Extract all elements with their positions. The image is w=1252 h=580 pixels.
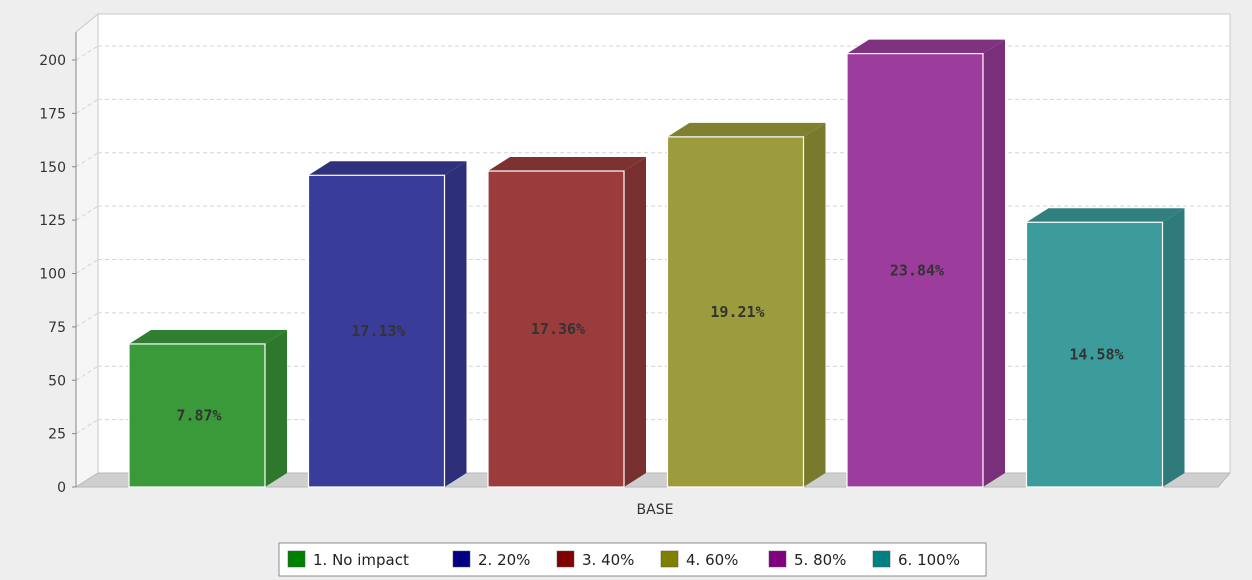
gridline-side [75, 98, 99, 114]
gridline-side [75, 152, 99, 168]
legend-label: 6. 100% [898, 551, 960, 569]
legend-label: 1. No impact [313, 551, 409, 569]
y-axis: 0 25 50 75 100 125 150 175 200 [39, 32, 77, 496]
legend-item: 1. No impact [287, 550, 409, 569]
gridline-side [75, 45, 99, 61]
y-tick-label: 25 [48, 427, 66, 443]
legend-label: 2. 20% [478, 551, 530, 569]
bar-front [128, 343, 266, 488]
gridline-side [75, 312, 99, 328]
bar-front [666, 136, 805, 488]
y-tick-label: 125 [39, 213, 66, 229]
data-label: 7.87% [176, 406, 221, 424]
gridline-side [75, 365, 99, 381]
legend: 1. No impact 2. 20% 3. 40% 4. 60% 5. 80% 6. 1… [278, 542, 987, 577]
y-tick-label: 200 [39, 53, 66, 69]
data-label: 17.36% [531, 320, 585, 338]
legend-swatch [556, 550, 575, 568]
bar-front [487, 170, 625, 488]
bar-2: 17.13% [307, 161, 467, 488]
legend-swatch [287, 550, 306, 568]
data-label: 17.13% [351, 322, 405, 340]
data-label: 19.21% [710, 303, 764, 321]
legend-item: 4. 60% [660, 550, 738, 569]
y-tick-label: 175 [39, 106, 66, 122]
legend-label: 3. 40% [582, 551, 634, 569]
y-tick-label: 100 [39, 267, 66, 283]
bar-top [667, 122, 826, 137]
y-tick-label: 0 [57, 480, 66, 496]
bar-4: 19.21% [666, 122, 826, 488]
bar-side [444, 161, 467, 488]
bar-6: 14.58% [1025, 208, 1185, 488]
legend-swatch [768, 550, 787, 568]
gridline-side [75, 419, 99, 435]
legend-label: 4. 60% [686, 551, 738, 569]
bar-top [129, 329, 287, 344]
bar-3: 17.36% [487, 157, 646, 488]
bar-front [846, 52, 984, 488]
bar-top [1026, 208, 1185, 223]
bar-top [847, 39, 1005, 54]
y-tick-label: 150 [39, 160, 66, 176]
x-axis: BASE [637, 502, 674, 518]
legend-item: 5. 80% [768, 550, 846, 569]
gridline-side [75, 205, 99, 221]
bar-top [308, 161, 467, 176]
legend-item: 6. 100% [872, 550, 960, 569]
bar-top [488, 157, 646, 172]
legend-item: 2. 20% [452, 550, 530, 569]
bar-front [1025, 221, 1164, 488]
bar-1: 7.87% [128, 329, 287, 488]
bar-front [307, 174, 446, 488]
legend-swatch [660, 550, 679, 568]
bar-5: 23.84% [846, 39, 1005, 488]
bar-side [803, 122, 826, 488]
bar-side [1162, 208, 1185, 487]
y-tick-label: 50 [48, 373, 66, 389]
legend-swatch [872, 550, 891, 568]
legend-item: 3. 40% [556, 550, 634, 569]
y-tick-label: 75 [48, 320, 66, 336]
plot-side-wall [75, 12, 99, 488]
bar-side [265, 329, 287, 487]
bar-side [983, 39, 1005, 487]
legend-box [278, 542, 987, 577]
gridline-side [75, 259, 99, 274]
x-category-label: BASE [637, 502, 674, 518]
legend-label: 5. 80% [794, 551, 846, 569]
gridlines [75, 45, 1230, 435]
bar-side [624, 157, 646, 487]
bars: 7.87% 17.13% 17.36% 19.21% 23.84% 14.58% [128, 39, 1185, 488]
data-label: 23.84% [890, 261, 944, 279]
legend-swatch [452, 550, 471, 568]
data-label: 14.58% [1069, 346, 1123, 364]
